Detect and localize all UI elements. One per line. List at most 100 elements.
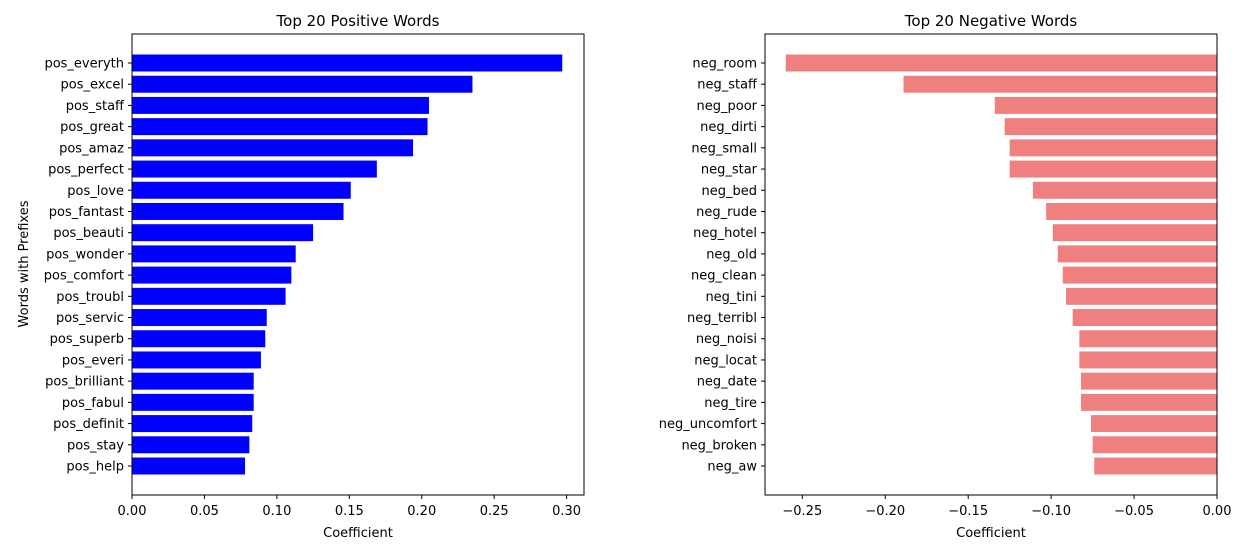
positive-bar-pos_staff — [132, 96, 429, 114]
positive-ytick-label: pos_troubl — [56, 290, 124, 305]
negative-ytick-label: neg_uncomfort — [659, 417, 757, 432]
positive-ytick-label: pos_brilliant — [45, 375, 124, 390]
negative-ytick-label: neg_old — [706, 247, 757, 262]
positive-bar-pos_superb — [132, 330, 266, 348]
positive-xtick-label: 0.15 — [335, 504, 364, 519]
negative-xtick-label: −0.25 — [782, 504, 822, 519]
negative-bar-neg_star — [1009, 160, 1217, 178]
positive-bar-pos_comfort — [132, 266, 292, 284]
positive-xtick-label: 0.25 — [480, 504, 509, 519]
positive-xtick-label: 0.00 — [118, 504, 147, 519]
negative-bar-neg_noisi — [1079, 330, 1217, 348]
negative-ytick-label: neg_room — [692, 57, 757, 72]
negative-bar-neg_poor — [994, 96, 1217, 114]
negative-bar-neg_small — [1009, 139, 1217, 157]
negative-ytick-label: neg_date — [697, 375, 757, 390]
negative-bar-neg_broken — [1092, 436, 1217, 454]
positive-chart-ylabel: Words with Prefixes — [17, 200, 32, 327]
positive-ytick-label: pos_comfort — [44, 269, 124, 284]
positive-ytick-label: pos_wonder — [46, 247, 125, 262]
negative-xtick-label: 0.00 — [1203, 504, 1232, 519]
negative-bar-neg_tire — [1080, 393, 1217, 411]
negative-bar-neg_staff — [903, 75, 1217, 93]
negative-ytick-label: neg_star — [701, 163, 758, 178]
negative-x-ticks: −0.25 −0.20 −0.15 −0.10 −0.05 0.00 — [782, 495, 1231, 519]
negative-ytick-label: neg_noisi — [696, 332, 757, 347]
positive-chart-xlabel: Coefficient — [323, 526, 393, 541]
positive-ytick-label: pos_love — [67, 184, 124, 199]
negative-chart-title: Top 20 Negative Words — [904, 12, 1078, 30]
negative-chart-xlabel: Coefficient — [956, 526, 1026, 541]
negative-ytick-label: neg_staff — [697, 78, 758, 93]
positive-bar-pos_excel — [132, 75, 473, 93]
negative-ytick-label: neg_broken — [681, 438, 757, 453]
positive-xtick-label: 0.10 — [262, 504, 291, 519]
positive-bar-pos_great — [132, 118, 428, 136]
positive-ytick-label: pos_fabul — [62, 396, 124, 411]
negative-xtick-label: −0.15 — [948, 504, 988, 519]
positive-ytick-label: pos_perfect — [48, 163, 124, 178]
positive-bar-pos_brilliant — [132, 372, 254, 390]
negative-bar-neg_terribl — [1072, 309, 1217, 327]
positive-ytick-label: pos_fantast — [49, 205, 124, 220]
positive-axes-frame — [131, 33, 585, 496]
negative-ytick-label: neg_bed — [702, 184, 758, 199]
positive-bar-pos_fantast — [132, 202, 344, 220]
negative-bar-neg_aw — [1094, 457, 1217, 475]
positive-chart-title: Top 20 Positive Words — [276, 12, 440, 30]
positive-ytick-label: pos_help — [66, 460, 124, 475]
positive-xtick-label: 0.30 — [552, 504, 581, 519]
negative-bar-neg_clean — [1062, 266, 1217, 284]
positive-bar-pos_love — [132, 181, 351, 199]
negative-bar-neg_locat — [1079, 351, 1217, 369]
negative-ytick-label: neg_aw — [707, 460, 757, 475]
negative-bar-neg_bed — [1032, 181, 1217, 199]
positive-bar-pos_amaz — [132, 139, 414, 157]
negative-bar-neg_old — [1057, 245, 1217, 263]
positive-bar-pos_definit — [132, 415, 253, 433]
negative-ytick-label: neg_tire — [704, 396, 757, 411]
negative-bars — [785, 54, 1217, 475]
positive-xtick-label: 0.20 — [407, 504, 436, 519]
negative-bar-neg_tini — [1066, 287, 1217, 305]
negative-bar-neg_dirti — [1004, 118, 1217, 136]
negative-xtick-label: −0.05 — [1114, 504, 1154, 519]
negative-bar-neg_uncomfort — [1090, 415, 1217, 433]
positive-y-ticks: pos_everyth pos_excel pos_staff pos_greatpo… — [44, 57, 132, 475]
positive-xtick-label: 0.05 — [190, 504, 219, 519]
negative-bar-neg_room — [785, 54, 1217, 72]
negative-ytick-label: neg_tini — [705, 290, 757, 305]
positive-ytick-label: pos_staff — [66, 99, 125, 114]
positive-bars — [132, 54, 563, 475]
positive-ytick-label: pos_great — [60, 120, 124, 135]
positive-ytick-label: pos_stay — [67, 438, 124, 453]
positive-bar-pos_beauti — [132, 224, 314, 242]
positive-ytick-label: pos_servic — [56, 311, 124, 326]
positive-bar-pos_everi — [132, 351, 261, 369]
positive-bar-pos_perfect — [132, 160, 377, 178]
negative-ytick-label: neg_small — [691, 141, 757, 156]
negative-words-chart: Top 20 Negative Words Coefficient neg_ro… — [659, 12, 1232, 541]
negative-ytick-label: neg_rude — [696, 205, 757, 220]
positive-ytick-label: pos_excel — [61, 78, 124, 93]
positive-bar-pos_everyth — [132, 54, 563, 72]
positive-bar-pos_help — [132, 457, 245, 475]
negative-xtick-label: −0.20 — [865, 504, 905, 519]
negative-ytick-label: neg_clean — [691, 269, 757, 284]
positive-bar-pos_troubl — [132, 287, 286, 305]
negative-bar-neg_date — [1080, 372, 1217, 390]
negative-bar-neg_hotel — [1052, 224, 1217, 242]
negative-axes-frame — [764, 33, 1218, 496]
negative-bar-neg_rude — [1046, 202, 1217, 220]
positive-ytick-label: pos_everyth — [44, 57, 124, 72]
negative-ytick-label: neg_locat — [694, 353, 757, 368]
positive-bar-pos_servic — [132, 309, 267, 327]
positive-ytick-label: pos_everi — [62, 353, 124, 368]
negative-ytick-label: neg_terribl — [687, 311, 757, 326]
positive-ytick-label: pos_amaz — [59, 141, 124, 156]
positive-bar-pos_fabul — [132, 393, 254, 411]
positive-ytick-label: pos_beauti — [53, 226, 124, 241]
positive-words-chart: Top 20 Positive Words Coefficient Words … — [17, 12, 585, 541]
negative-ytick-label: neg_dirti — [700, 120, 757, 135]
